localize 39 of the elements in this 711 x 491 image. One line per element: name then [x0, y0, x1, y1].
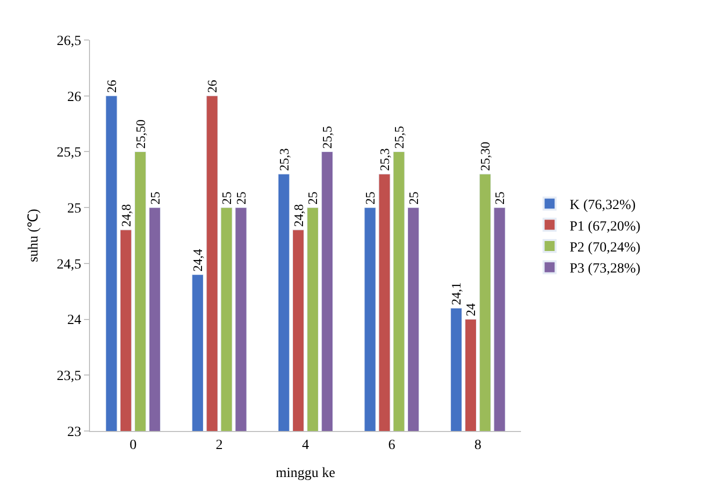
y-tick-label: 25,5: [56, 146, 82, 161]
y-tick-label: 23,5: [56, 369, 82, 384]
data-label: 25,5: [391, 126, 406, 149]
y-axis-title: suhu (℃): [26, 208, 42, 262]
legend-label: P1 (67,20%): [570, 219, 641, 234]
data-label: 24,1: [448, 282, 464, 306]
y-tick-label: 23: [67, 424, 82, 440]
data-label: 25: [147, 192, 162, 205]
data-label: 25: [362, 192, 378, 205]
data-label: 25,3: [376, 148, 392, 172]
x-tick-label: 0: [130, 438, 137, 453]
data-label: 24,8: [118, 204, 134, 227]
data-label: 25,5: [320, 126, 335, 149]
data-label: 25: [492, 192, 508, 205]
data-label: 25: [406, 192, 421, 205]
legend-label: K (76,32%): [570, 198, 636, 214]
x-tick-label: 2: [216, 438, 223, 453]
data-label: 25: [219, 192, 234, 205]
x-tick-label: 6: [388, 438, 396, 453]
y-tick-label: 24: [67, 313, 82, 328]
x-tick-label: 4: [302, 438, 309, 453]
legend-label: P3 (73,28%): [570, 262, 641, 277]
data-label: 24: [463, 302, 478, 316]
data-label: 25,50: [132, 119, 148, 149]
data-label: 26: [104, 79, 119, 93]
data-label: 25: [305, 192, 320, 205]
y-tick-label: 26: [67, 90, 82, 105]
data-label: 25,3: [276, 148, 292, 172]
data-label: 26: [204, 79, 220, 93]
x-tick-label: 8: [474, 438, 482, 453]
data-label: 24,4: [190, 248, 206, 272]
x-axis-title: minggu ke: [276, 466, 336, 482]
data-label: 24,8: [290, 204, 306, 227]
data-label: 25: [233, 192, 248, 205]
y-tick-label: 24,5: [56, 257, 82, 272]
legend-label: P2 (70,24%): [570, 240, 641, 256]
y-tick-label: 25: [67, 201, 82, 216]
y-tick-label: 26,5: [56, 34, 82, 49]
data-label: 25,30: [478, 142, 493, 172]
